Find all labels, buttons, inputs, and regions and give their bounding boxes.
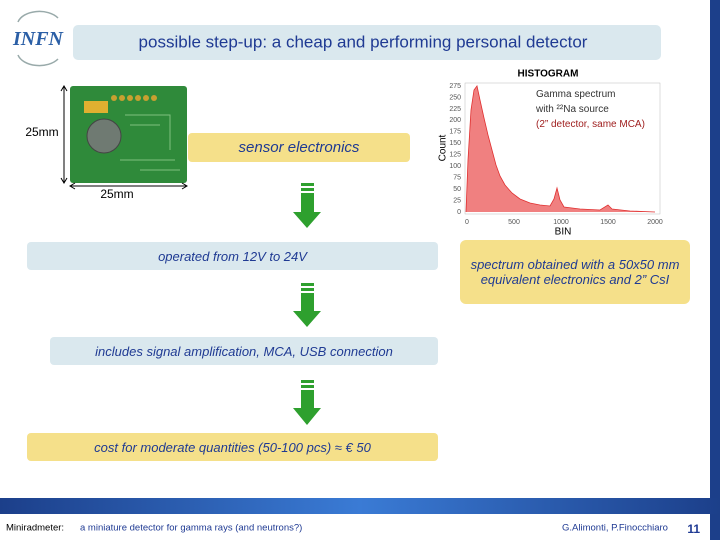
traces bbox=[120, 114, 180, 171]
y-tick-label: 200 bbox=[449, 117, 461, 124]
y-tick-label: 50 bbox=[453, 186, 461, 193]
x-axis-label: BIN bbox=[555, 227, 572, 238]
x-tick-label: 1500 bbox=[600, 219, 616, 226]
pads bbox=[111, 95, 157, 101]
legend-line: Gamma spectrum bbox=[536, 89, 615, 100]
title-box bbox=[73, 25, 661, 60]
y-axis-label: Count bbox=[438, 134, 449, 161]
step-box: includes signal amplification, MCA, USB … bbox=[50, 337, 438, 365]
footer-subtitle: a miniature detector for gamma rays (and… bbox=[80, 523, 302, 534]
y-tick-label: 25 bbox=[453, 197, 461, 204]
height-label: 25mm bbox=[25, 125, 58, 139]
footer-project: Miniradmeter: bbox=[6, 523, 64, 534]
legend-line: with ²²Na source bbox=[535, 104, 609, 115]
bottom-band bbox=[0, 498, 720, 514]
footer-authors: G.Alimonti, P.Finocchiaro bbox=[562, 523, 668, 534]
right-frame bbox=[710, 0, 720, 540]
arrow-heads bbox=[60, 85, 68, 184]
width-label: 25mm bbox=[100, 187, 133, 201]
logo-arc bbox=[17, 54, 59, 67]
arrow-heads bbox=[69, 182, 188, 190]
y-tick-label: 100 bbox=[449, 163, 461, 170]
legend-line: (2” detector, same MCA) bbox=[536, 119, 645, 130]
step-box: operated from 12V to 24V bbox=[27, 242, 438, 270]
sensor bbox=[86, 118, 122, 154]
x-tick-label: 0 bbox=[465, 219, 469, 226]
histogram-title: HISTOGRAM bbox=[518, 69, 579, 80]
x-tick-label: 1000 bbox=[553, 219, 569, 226]
y-tick-label: 275 bbox=[449, 83, 461, 90]
x-tick-label: 500 bbox=[508, 219, 520, 226]
down-arrows bbox=[293, 183, 321, 425]
logo-arc bbox=[17, 10, 59, 23]
page-number: 11 bbox=[687, 522, 700, 536]
spectrum bbox=[465, 85, 656, 213]
y-tick-label: 250 bbox=[449, 94, 461, 101]
connector bbox=[84, 101, 108, 113]
x-tick-label: 2000 bbox=[647, 219, 663, 226]
logo: INFN bbox=[12, 28, 65, 50]
y-tick-label: 0 bbox=[457, 209, 461, 216]
footer-bg bbox=[0, 514, 710, 540]
spectrum-note: spectrum obtained with a 50x50 mm equiva… bbox=[460, 240, 690, 304]
title: possible step-up: a cheap and performing… bbox=[139, 32, 588, 51]
y-tick-label: 125 bbox=[449, 152, 461, 159]
y-tick-label: 225 bbox=[449, 106, 461, 113]
y-tick-label: 150 bbox=[449, 140, 461, 147]
board-caption: sensor electronics bbox=[188, 133, 410, 162]
y-tick-label: 75 bbox=[453, 174, 461, 181]
step-box: cost for moderate quantities (50-100 pcs… bbox=[27, 433, 438, 461]
y-tick-label: 175 bbox=[449, 129, 461, 136]
